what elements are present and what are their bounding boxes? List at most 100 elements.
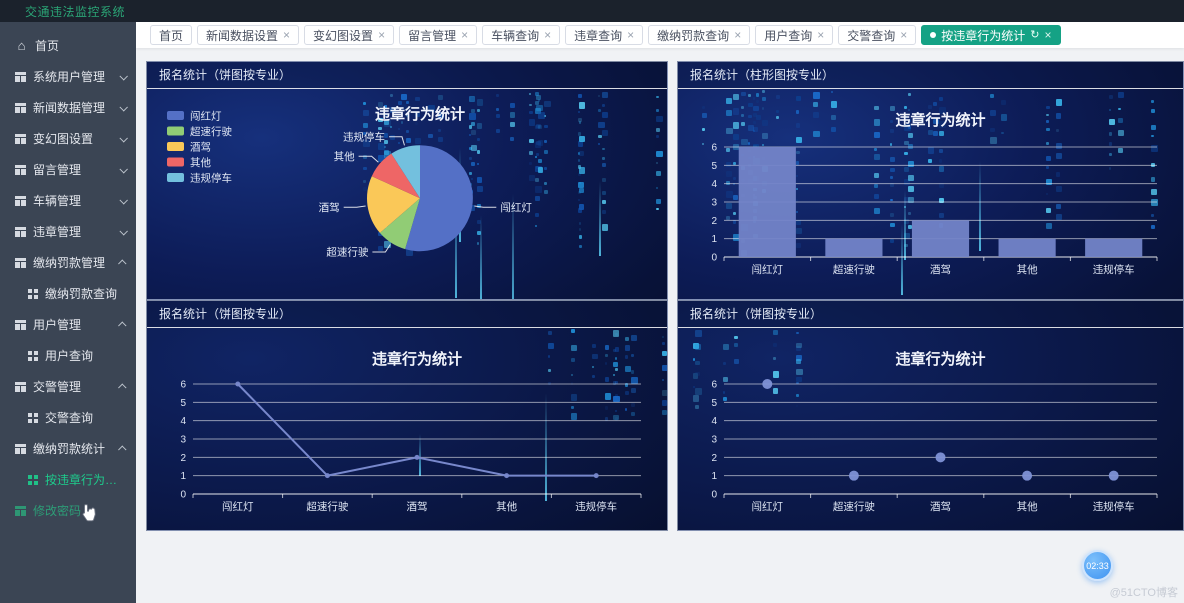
rain-square bbox=[544, 124, 548, 129]
sidebar-item-police-query[interactable]: 交警查询 bbox=[0, 402, 136, 433]
sidebar-item-message[interactable]: 留言管理 bbox=[0, 154, 136, 185]
rain-square bbox=[873, 132, 880, 139]
close-icon[interactable]: × bbox=[900, 28, 908, 42]
sidebar-item-user-mgmt[interactable]: 用户管理 bbox=[0, 309, 136, 340]
rain-square bbox=[471, 162, 475, 166]
rain-square bbox=[363, 166, 367, 171]
svg-text:0: 0 bbox=[711, 253, 717, 264]
rain-square bbox=[378, 102, 384, 108]
rain-square bbox=[796, 355, 802, 362]
rain-square bbox=[938, 159, 943, 163]
tab-1[interactable]: 新闻数据设置 × bbox=[197, 25, 300, 45]
rain-square bbox=[578, 101, 586, 109]
close-icon[interactable]: × bbox=[544, 28, 552, 42]
rain-square bbox=[437, 136, 444, 143]
sidebar-item-home[interactable]: ⌂ 首页 bbox=[0, 30, 136, 61]
rain-streak bbox=[479, 215, 482, 299]
table-icon bbox=[15, 71, 26, 82]
legend-swatch-2[interactable] bbox=[167, 142, 184, 151]
rain-square bbox=[1118, 118, 1124, 124]
pie-slice-4 bbox=[391, 145, 420, 199]
rain-square bbox=[661, 336, 664, 338]
rain-square bbox=[732, 108, 740, 115]
sidebar-item-police-mgmt[interactable]: 交警管理 bbox=[0, 371, 136, 402]
rain-square bbox=[772, 342, 777, 347]
legend-swatch-1[interactable] bbox=[167, 126, 184, 136]
rain-square bbox=[748, 125, 754, 131]
rain-square bbox=[476, 162, 479, 165]
tab-6[interactable]: 缴纳罚款查询 × bbox=[648, 25, 751, 45]
rain-square bbox=[547, 342, 555, 349]
rain-streak bbox=[545, 393, 548, 501]
table-icon bbox=[15, 226, 26, 237]
rain-square bbox=[363, 139, 370, 147]
close-icon[interactable]: × bbox=[378, 28, 386, 42]
rain-square bbox=[614, 367, 618, 371]
rain-square bbox=[732, 211, 736, 215]
rain-square bbox=[495, 94, 499, 98]
refresh-icon[interactable]: ↻ bbox=[1030, 28, 1040, 41]
rain-square bbox=[772, 388, 778, 394]
rain-square bbox=[471, 130, 476, 135]
sidebar-item-violation[interactable]: 违章管理 bbox=[0, 216, 136, 247]
legend-swatch-3[interactable] bbox=[167, 157, 184, 167]
close-icon[interactable]: × bbox=[1044, 28, 1052, 42]
content-area: 首页 新闻数据设置 × 变幻图设置 × 留言管理 × 车辆查询 × 违章查询 × 缴纳罚款查询 × 用户查… bbox=[136, 22, 1184, 603]
tab-7[interactable]: 用户查询 × bbox=[755, 25, 834, 45]
rain-square bbox=[612, 330, 620, 337]
rain-square bbox=[795, 210, 799, 213]
legend-swatch-0[interactable] bbox=[167, 111, 184, 120]
close-icon[interactable]: × bbox=[283, 28, 291, 42]
close-icon[interactable]: × bbox=[627, 28, 635, 42]
sidebar-item-violation-stats[interactable]: 按违章行为统计 bbox=[0, 464, 136, 495]
sidebar-item-news-data[interactable]: 新闻数据管理 bbox=[0, 92, 136, 123]
close-icon[interactable]: × bbox=[461, 28, 469, 42]
rain-square bbox=[630, 369, 635, 374]
rain-square bbox=[938, 121, 946, 129]
sidebar-item-fine-stats[interactable]: 缴纳罚款统计 bbox=[0, 433, 136, 464]
rain-square bbox=[761, 106, 765, 110]
rain-square bbox=[437, 95, 443, 100]
rain-square bbox=[795, 199, 799, 202]
sidebar-item-user-query[interactable]: 用户查询 bbox=[0, 340, 136, 371]
tab-0[interactable]: 首页 bbox=[150, 25, 193, 45]
axes: 0 1 2 3 4 5 6 闯红灯 超速行驶 酒驾 其他 违规停车 bbox=[180, 380, 642, 513]
svg-text:4: 4 bbox=[711, 179, 717, 190]
rain-square bbox=[577, 152, 581, 155]
rain-square bbox=[476, 231, 481, 235]
tab-2[interactable]: 变幻图设置 × bbox=[304, 25, 395, 45]
rain-square bbox=[612, 373, 616, 377]
tab-active-9[interactable]: 按违章行为统计 ↻ × bbox=[921, 25, 1061, 45]
sidebar-item-carousel[interactable]: 变幻图设置 bbox=[0, 123, 136, 154]
rain-square bbox=[535, 224, 538, 227]
tab-3[interactable]: 留言管理 × bbox=[399, 25, 478, 45]
svg-text:违规停车: 违规停车 bbox=[575, 500, 617, 513]
tab-4[interactable]: 车辆查询 × bbox=[482, 25, 561, 45]
svg-text:超速行驶: 超速行驶 bbox=[833, 263, 875, 276]
sidebar-item-fine-query[interactable]: 缴纳罚款查询 bbox=[0, 278, 136, 309]
rain-square bbox=[904, 106, 907, 109]
rain-square bbox=[406, 138, 412, 144]
sidebar-item-fine-mgmt[interactable]: 缴纳罚款管理 bbox=[0, 247, 136, 278]
rain-square bbox=[908, 186, 914, 192]
rain-square bbox=[732, 176, 736, 180]
rain-square bbox=[1055, 152, 1063, 160]
close-icon[interactable]: × bbox=[817, 28, 825, 42]
rain-square bbox=[1108, 108, 1111, 111]
tab-5[interactable]: 违章查询 × bbox=[565, 25, 644, 45]
rain-square bbox=[495, 129, 500, 134]
tab-8[interactable]: 交警查询 × bbox=[838, 25, 917, 45]
grid-icon bbox=[28, 474, 38, 485]
sidebar-item-vehicle[interactable]: 车辆管理 bbox=[0, 185, 136, 216]
rain-square bbox=[890, 105, 896, 112]
timer-badge[interactable]: 02:33 bbox=[1082, 550, 1113, 581]
sidebar-item-system-user[interactable]: 系统用户管理 bbox=[0, 61, 136, 92]
rain-square bbox=[428, 133, 433, 139]
close-icon[interactable]: × bbox=[734, 28, 742, 42]
rain-square bbox=[547, 368, 552, 373]
legend-swatch-4[interactable] bbox=[167, 173, 184, 182]
table-icon bbox=[15, 164, 26, 175]
rain-square bbox=[570, 394, 578, 401]
sidebar-item-change-password[interactable]: 修改密码 bbox=[0, 495, 136, 526]
